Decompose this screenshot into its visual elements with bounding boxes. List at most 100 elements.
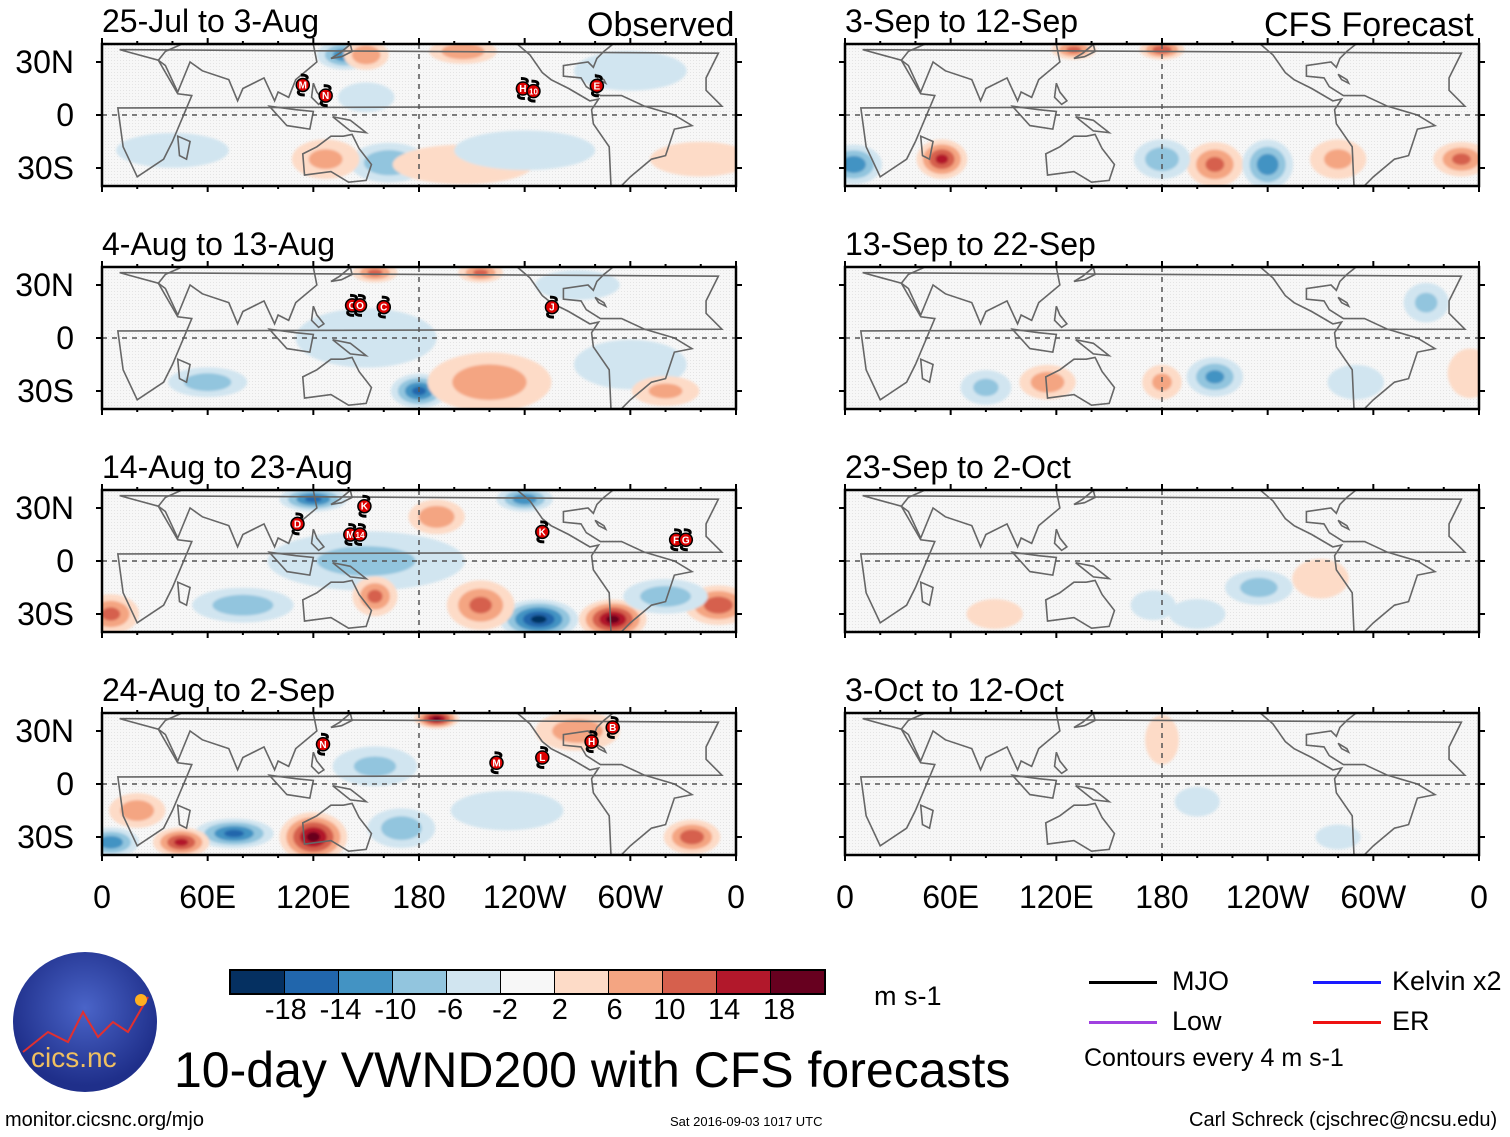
colorbar-tick-label: -6 (437, 994, 464, 1026)
storm-label: M (299, 80, 307, 91)
coastline (1073, 44, 1097, 60)
coastline (176, 803, 191, 830)
storm-label: F (673, 535, 679, 546)
negative-anomaly (845, 155, 866, 173)
positive-anomaly (1451, 153, 1471, 165)
storm-label: G (682, 535, 690, 546)
coastline (859, 494, 1467, 625)
tropical-cyclone-icon: 10 (526, 79, 541, 103)
lon-label: 120E (1019, 879, 1094, 915)
legend-line-low (1089, 1021, 1157, 1024)
panel-title: 24-Aug to 2-Sep (102, 672, 335, 708)
map-panel-6: 13-Sep to 22-Sep (839, 226, 1485, 415)
tropical-cyclone-icon: K (535, 520, 550, 544)
cyclone-core (315, 737, 331, 752)
colorbar-swatch (771, 971, 824, 993)
author-credit: Carl Schreck (cjschrec@ncsu.edu) (1189, 1109, 1498, 1131)
cyclone-core (589, 78, 605, 94)
website-link[interactable]: monitor.cicsnc.org/mjo (5, 1109, 204, 1131)
negative-anomaly (1145, 147, 1179, 172)
cyclone-core (535, 750, 550, 765)
lat-label: 30N (15, 44, 74, 80)
coastline (594, 296, 608, 308)
cyclone-core (605, 720, 620, 735)
lat-label: 30N (15, 267, 74, 303)
colorbar-tick-label: -18 (264, 994, 307, 1026)
legend-line-kelvin (1313, 981, 1381, 984)
positive-anomaly (469, 596, 492, 614)
coastline (1044, 579, 1116, 629)
cyclone-arm (590, 74, 603, 98)
coastline (1010, 328, 1058, 354)
storm-label: O (356, 301, 364, 312)
tropical-cyclone-icon: K (357, 494, 372, 518)
negative-anomaly (337, 82, 395, 113)
coastline (1073, 713, 1097, 729)
storm-label: J (549, 303, 555, 314)
coastline (1337, 742, 1351, 754)
positive-anomaly (120, 800, 155, 821)
coastline (176, 357, 191, 384)
storm-label: C (380, 303, 387, 314)
coastline (1044, 356, 1116, 406)
anomaly-field (102, 490, 736, 632)
cyclone-arm (377, 295, 390, 319)
coastline (859, 271, 1467, 402)
storm-label: H (519, 84, 526, 95)
cyclone-arm (606, 715, 619, 739)
cyclone-arm (585, 730, 598, 754)
logo-text: cics.nc (31, 1042, 117, 1073)
legend-label-kelvin: Kelvin x2 (1392, 966, 1502, 996)
cyclone-arm (317, 732, 329, 756)
positive-anomaly (102, 607, 121, 621)
coastline (1337, 296, 1351, 308)
storm-label: K (539, 527, 547, 538)
lat-label: 0 (56, 543, 74, 579)
positive-anomaly (1030, 371, 1065, 393)
cyclone-arm (536, 746, 549, 769)
coastline (116, 717, 724, 848)
positive-anomaly (650, 141, 736, 177)
negative-anomaly (381, 816, 422, 841)
negative-anomaly (353, 756, 397, 777)
coastline (1259, 44, 1438, 186)
anomaly-field (102, 713, 721, 855)
coastline (1053, 528, 1069, 552)
colorbar-tick-label: -2 (492, 994, 518, 1026)
lat-label: 30S (17, 150, 74, 186)
lon-label: 0 (93, 879, 111, 915)
anomaly-field (168, 267, 700, 409)
anomaly-field (116, 44, 736, 185)
coastline (332, 115, 369, 134)
tropical-cyclone-icon: M (295, 73, 311, 97)
tropical-cyclone-icon: 14 (352, 523, 368, 546)
coastline (1010, 105, 1058, 131)
cyclone-arm (354, 523, 366, 546)
legend-label-mjo: MJO (1172, 966, 1229, 996)
coastline (310, 751, 326, 775)
negative-anomaly (1240, 577, 1278, 598)
positive-anomaly (174, 838, 189, 847)
colorbar (229, 969, 826, 995)
coastline (267, 328, 315, 354)
storm-label: K (361, 502, 369, 513)
positive-anomaly (308, 149, 343, 170)
colorbar-units: m s-1 (874, 981, 942, 1011)
lat-label: 30N (15, 713, 74, 749)
coastline (516, 713, 695, 855)
coastline (1337, 519, 1351, 531)
lon-label: 120W (1226, 879, 1310, 915)
colorbar-tick-label: -14 (319, 994, 362, 1026)
coastline (1259, 490, 1438, 632)
cyclone-arm (358, 494, 371, 518)
lon-label: 120W (483, 879, 567, 915)
colorbar-tick-label: 18 (762, 994, 796, 1026)
cyclone-core (290, 516, 305, 532)
coastline (1075, 561, 1112, 580)
negative-anomaly (304, 496, 322, 503)
positive-anomaly (1447, 348, 1479, 399)
cyclone-core (318, 88, 333, 103)
storm-label: 10 (529, 88, 538, 97)
positive-anomaly (452, 364, 527, 400)
positive-anomaly (1205, 157, 1225, 172)
